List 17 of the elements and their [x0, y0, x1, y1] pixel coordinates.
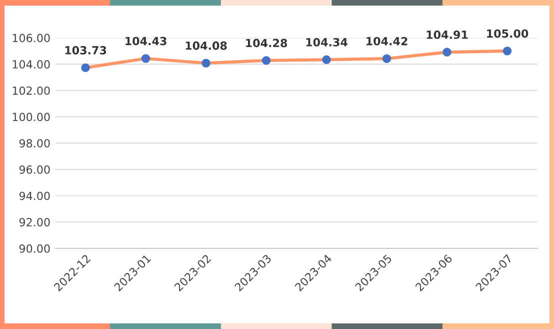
- data-label: 104.91: [426, 30, 468, 39]
- data-label: 104.34: [306, 38, 348, 46]
- y-tick-label: 96.00: [19, 165, 50, 174]
- y-tick-label: 104.00: [12, 60, 50, 69]
- data-label: 104.42: [366, 36, 408, 46]
- data-label: 104.08: [186, 41, 227, 50]
- data-label: 104.28: [246, 38, 288, 48]
- y-tick-label: 100.00: [12, 112, 50, 122]
- y-tick-label: 92.00: [19, 218, 50, 226]
- y-tick-label: 90.00: [19, 244, 50, 253]
- data-label: 103.73: [65, 46, 106, 54]
- y-tick-label: 102.00: [12, 86, 50, 95]
- y-tick-label: 106.00: [12, 34, 50, 42]
- data-label: 104.43: [126, 36, 166, 46]
- y-tick-label: 98.00: [19, 139, 50, 148]
- data-label: 105.00: [487, 29, 528, 38]
- y-tick-label: 94.00: [19, 192, 50, 200]
